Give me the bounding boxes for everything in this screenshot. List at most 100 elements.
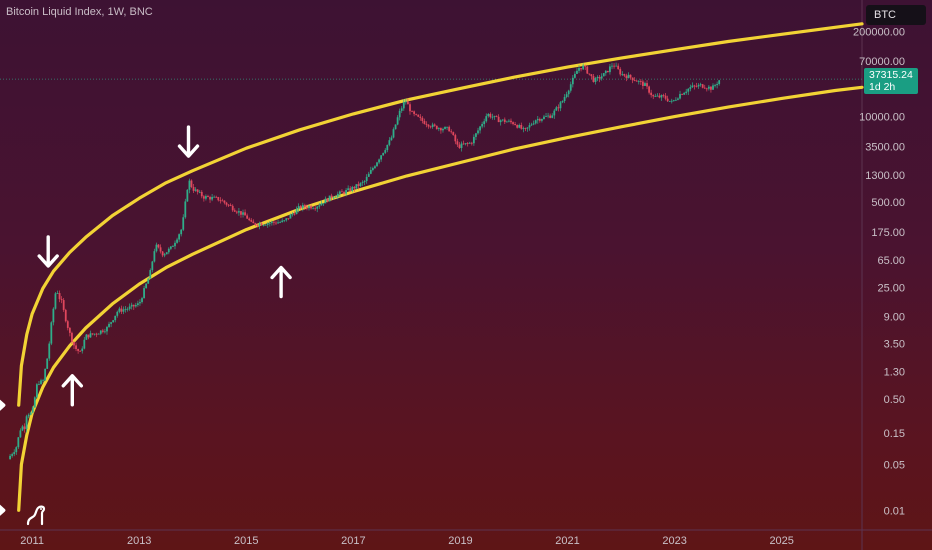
price-candle-162: [343, 191, 345, 194]
price-candle-18: [46, 358, 49, 369]
price-candle-266: [557, 107, 560, 109]
price-candle-256: [536, 118, 539, 121]
x-tick-label-2011: 2011: [20, 535, 44, 547]
price-candle-6: [21, 426, 24, 431]
price-candle-307: [642, 81, 644, 86]
price-candle-31: [73, 341, 75, 346]
price-candle-84: [182, 217, 185, 230]
price-candle-341: [712, 85, 714, 90]
price-candle-56: [124, 309, 127, 310]
price-candle-107: [229, 204, 232, 206]
price-candle-270: [565, 94, 568, 98]
price-candle-324: [677, 98, 679, 100]
price-candle-297: [621, 74, 624, 75]
price-candle-298: [623, 74, 626, 76]
price-candle-313: [654, 96, 657, 97]
price-candle-229: [481, 124, 484, 127]
price-candle-317: [662, 95, 665, 96]
price-candle-71: [155, 244, 158, 252]
price-candle-134: [285, 218, 288, 221]
price-candle-129: [275, 222, 277, 224]
price-candle-11: [31, 407, 34, 413]
price-candle-37: [85, 334, 88, 340]
price-candle-155: [328, 195, 331, 202]
price-candle-226: [475, 133, 477, 137]
price-candle-198: [417, 114, 420, 117]
price-candle-36: [83, 339, 86, 349]
price-candle-234: [491, 116, 494, 118]
price-candle-181: [382, 152, 385, 156]
price-candle-70: [153, 251, 156, 262]
bar-countdown-label: 1d 2h: [869, 81, 896, 93]
y-tick-label-15: 0.01: [884, 505, 905, 517]
tradingview-logo-icon[interactable]: [24, 502, 50, 528]
price-candle-286: [598, 76, 601, 79]
price-candle-263: [551, 115, 554, 118]
price-candle-27: [64, 309, 67, 322]
price-candle-12: [33, 397, 36, 408]
last-price-badge: 37315.24 1d 2h: [864, 68, 918, 94]
y-tick-label-8: 25.00: [877, 282, 905, 294]
price-candle-95: [205, 196, 207, 199]
price-candle-94: [202, 196, 205, 199]
price-candle-154: [326, 198, 329, 202]
price-candle-101: [217, 197, 220, 201]
price-candle-14: [38, 384, 40, 385]
price-candle-62: [136, 303, 139, 305]
price-candle-188: [396, 117, 399, 125]
arrow-up-icon-5: [270, 265, 292, 299]
price-candle-269: [563, 97, 566, 102]
price-candle-193: [407, 101, 409, 105]
price-candle-90: [194, 189, 197, 191]
price-candle-132: [281, 220, 284, 223]
price-candle-73: [159, 247, 162, 252]
price-candle-272: [569, 84, 572, 91]
price-candle-253: [530, 124, 533, 126]
arrow-right-icon-1: [0, 399, 6, 411]
chart-title: Bitcoin Liquid Index, 1W, BNC: [6, 6, 153, 18]
x-tick-label-2023: 2023: [662, 535, 686, 547]
price-candle-137: [291, 213, 294, 215]
price-candle-291: [609, 66, 611, 73]
price-candle-173: [365, 176, 368, 182]
price-candle-194: [409, 104, 411, 112]
price-candle-288: [602, 73, 605, 77]
y-tick-label-14: 0.05: [884, 459, 905, 471]
price-candle-276: [578, 68, 580, 71]
price-candle-8: [25, 416, 28, 430]
price-candle-93: [200, 191, 203, 197]
price-candle-294: [615, 65, 618, 67]
price-candle-207: [435, 125, 438, 130]
price-candle-30: [71, 332, 73, 342]
price-candle-232: [487, 113, 490, 117]
price-candle-292: [611, 65, 613, 67]
price-candle-231: [485, 116, 488, 122]
price-candle-233: [489, 113, 492, 118]
price-candle-265: [555, 107, 558, 111]
price-candle-326: [681, 94, 683, 95]
y-tick-label-2: 10000.00: [859, 112, 905, 124]
price-candle-160: [339, 191, 341, 194]
price-candle-117: [250, 220, 253, 222]
price-candle-105: [225, 202, 228, 205]
price-candle-72: [157, 244, 160, 248]
lower-band: [17, 85, 864, 512]
price-candle-5: [19, 430, 22, 438]
price-candle-259: [543, 116, 545, 120]
price-candle-240: [503, 119, 506, 123]
price-candle-176: [371, 168, 374, 171]
price-candle-322: [672, 100, 675, 101]
price-candle-44: [99, 330, 102, 334]
price-candle-205: [431, 124, 434, 128]
price-candle-28: [66, 321, 69, 328]
price-candle-35: [81, 348, 84, 352]
price-candle-250: [524, 128, 527, 129]
price-candle-41: [93, 333, 96, 335]
price-candle-115: [246, 215, 249, 219]
symbol-badge[interactable]: BTC: [866, 5, 926, 25]
price-candle-316: [660, 95, 663, 98]
price-candle-183: [386, 144, 389, 151]
price-candle-65: [143, 288, 145, 299]
price-candle-92: [198, 191, 201, 193]
